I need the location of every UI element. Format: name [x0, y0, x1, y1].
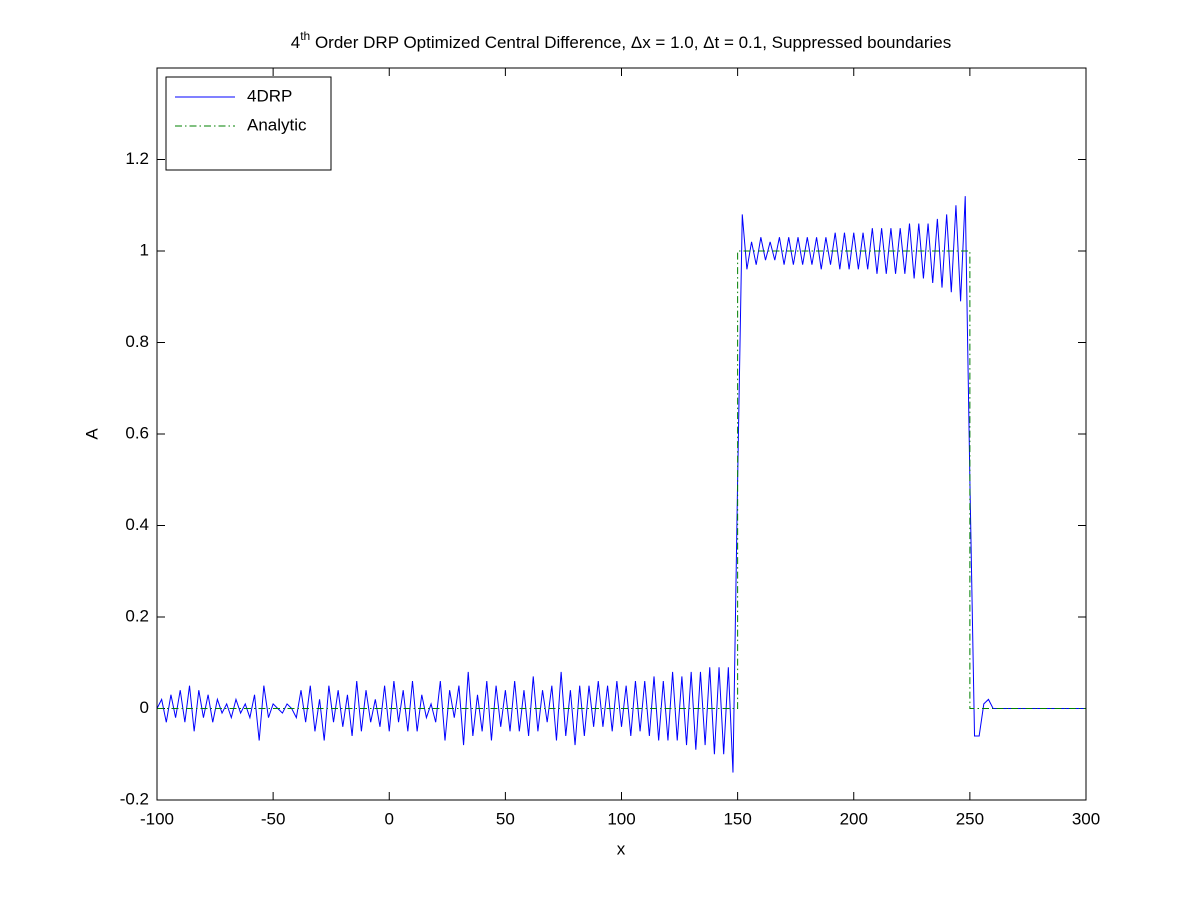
series-line	[156, 196, 1086, 773]
y-tick-label: 1	[140, 240, 149, 259]
x-tick-label: 150	[723, 809, 751, 828]
y-tick-label: 0.8	[125, 332, 149, 351]
x-tick-label: 250	[956, 809, 984, 828]
title-part: Order DRP Optimized Central Difference, …	[310, 33, 951, 52]
y-tick-label: 1.2	[125, 149, 149, 168]
title-part: 4	[291, 33, 300, 52]
y-tick-label: 0	[140, 698, 149, 717]
y-tick-label: 0.4	[125, 515, 149, 534]
x-axis-label: x	[617, 839, 626, 858]
x-tick-label: 0	[385, 809, 394, 828]
y-tick-label: 0.6	[125, 423, 149, 442]
x-tick-label: -50	[261, 809, 286, 828]
chart-title: 4th Order DRP Optimized Central Differen…	[291, 29, 952, 52]
x-tick-label: -100	[140, 809, 174, 828]
y-axis-label: A	[82, 428, 101, 440]
x-tick-label: 200	[840, 809, 868, 828]
x-tick-label: 300	[1072, 809, 1100, 828]
x-tick-label: 100	[607, 809, 635, 828]
series-line	[157, 250, 1086, 709]
x-tick-label: 50	[496, 809, 515, 828]
legend-label: Analytic	[247, 115, 307, 134]
legend-label: 4DRP	[247, 86, 292, 105]
plot-frame	[156, 67, 1087, 801]
title-superscript: th	[300, 29, 310, 43]
y-tick-label: 0.2	[125, 606, 149, 625]
legend-box	[165, 76, 332, 171]
y-tick-label: -0.2	[120, 789, 149, 808]
